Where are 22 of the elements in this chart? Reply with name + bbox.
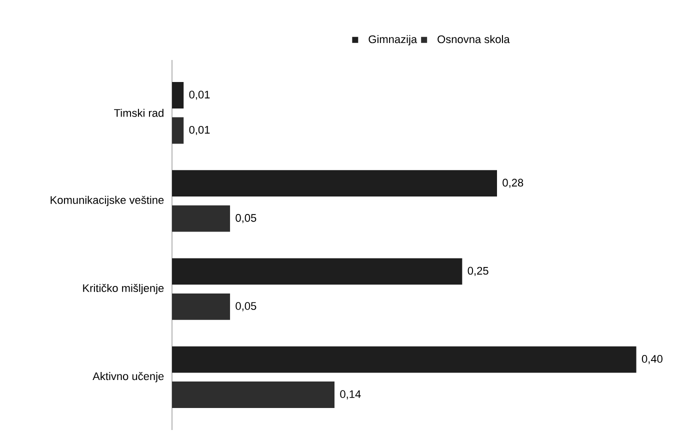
y-tick-label: Aktivno učenje (92, 372, 164, 382)
y-tick-label: Komunikacijske veštine (50, 196, 164, 206)
data-label: 0,40 (642, 354, 662, 364)
bar (172, 382, 334, 408)
data-label: 0,01 (189, 126, 210, 136)
bar (172, 293, 230, 320)
bar (172, 258, 462, 285)
data-label: 0,28 (502, 178, 524, 188)
data-label: 0,14 (340, 390, 361, 400)
data-label: 0,01 (189, 90, 210, 100)
data-label: 0,05 (236, 214, 256, 224)
bar (172, 346, 636, 373)
bar (172, 205, 230, 232)
y-tick-label: Timski rad (114, 108, 164, 117)
legend-label: Gimnazija (368, 35, 418, 46)
data-label: 0,05 (236, 302, 256, 312)
bar (172, 170, 498, 197)
bar (172, 82, 184, 108)
bar (172, 117, 184, 144)
legend-label: Osnovna skola (438, 35, 510, 44)
y-tick-label: Kritičko mišljenje (83, 284, 164, 294)
data-label: 0,25 (468, 266, 488, 276)
